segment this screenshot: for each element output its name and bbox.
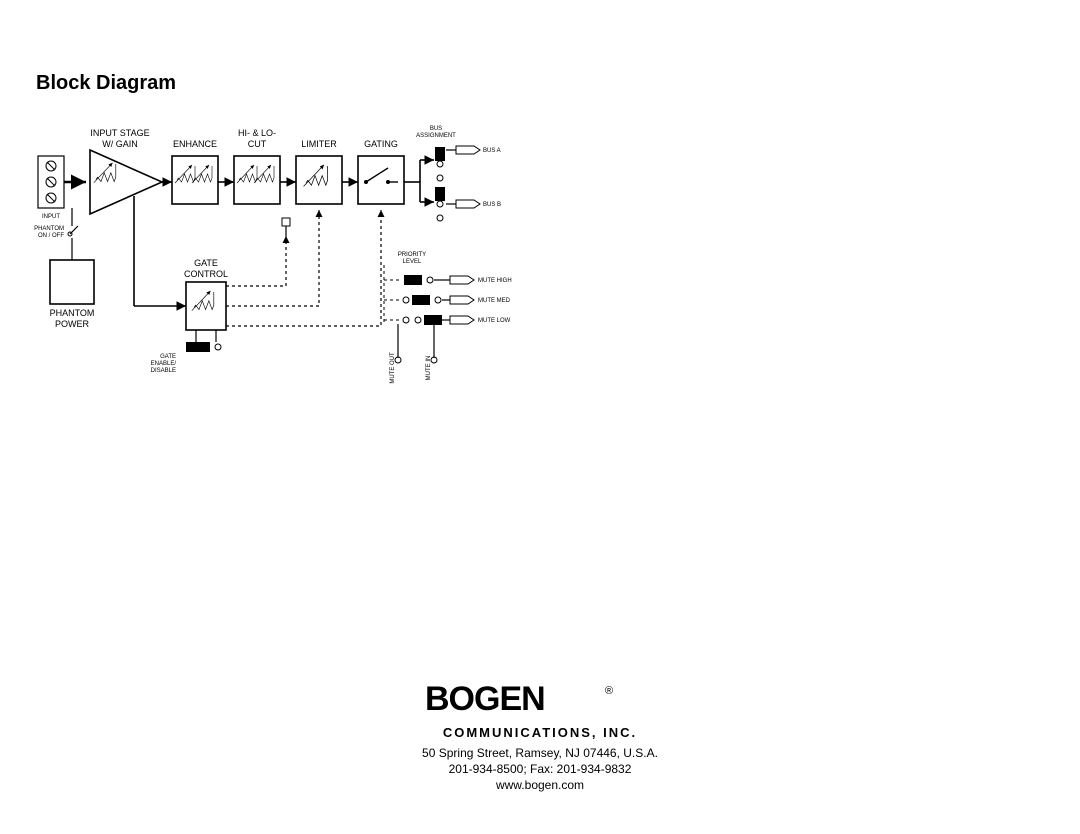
enhance-block: ENHANCE [172,139,218,204]
bus-assignment: BUS ASSIGNMENT BUS A BUS B [404,126,501,221]
block-diagram: INPUT INPUT STAGE W/ GAIN ENHANCE HI- & … [36,110,596,410]
footer-address: 50 Spring Street, Ramsey, NJ 07446, U.S.… [0,746,1080,760]
footer-phone: 201-934-8500; Fax: 201-934-9832 [0,762,1080,776]
svg-text:ENHANCE: ENHANCE [173,139,217,149]
bogen-logo: BOGEN ® [425,680,655,721]
footer-website: www.bogen.com [0,778,1080,792]
svg-text:W/ GAIN: W/ GAIN [102,139,138,149]
svg-text:MUTE HIGH: MUTE HIGH [478,278,512,284]
logo-reg: ® [605,685,613,697]
priority-mute-section: PRIORITY LEVEL MUTE HIGH MUTE MED MUTE L… [384,252,822,384]
hilo-cut-block: HI- & LO- CUT [234,128,280,204]
gating-block: GATING [358,139,404,204]
svg-text:GATE: GATE [194,258,218,268]
svg-text:MUTE IN: MUTE IN [426,356,432,381]
svg-text:ON / OFF: ON / OFF [38,233,64,239]
limiter-block: LIMITER [296,139,342,204]
gate-control-block: GATE CONTROL [184,258,228,330]
svg-text:MUTE OUT: MUTE OUT [390,352,396,384]
footer-subline: COMMUNICATIONS, INC. [0,725,1080,740]
svg-text:MUTE MED: MUTE MED [478,298,511,304]
gate-control-dashed [226,210,381,326]
svg-text:MUTE LOW: MUTE LOW [478,318,511,324]
svg-text:PRIORITY: PRIORITY [398,252,426,258]
svg-text:BUS B: BUS B [483,202,501,208]
svg-text:PHANTOM: PHANTOM [50,308,95,318]
input-connector: INPUT [38,156,64,220]
input-label: INPUT [42,214,60,220]
input-stage-block: INPUT STAGE W/ GAIN [90,128,162,214]
svg-text:DISABLE: DISABLE [151,368,176,374]
svg-text:PHANTOM: PHANTOM [34,226,64,232]
svg-text:INPUT STAGE: INPUT STAGE [90,128,149,138]
logo-text: BOGEN [425,680,545,716]
svg-text:GATE: GATE [160,354,176,360]
svg-text:LEVEL: LEVEL [403,259,422,265]
phantom-power-block: PHANTOM POWER [50,260,95,329]
svg-text:BUS A: BUS A [483,148,501,154]
svg-text:GATING: GATING [364,139,398,149]
svg-text:POWER: POWER [55,319,90,329]
gate-enable-jumper: GATE ENABLE/ DISABLE [151,330,221,374]
svg-text:BUS: BUS [430,126,442,132]
svg-text:CONTROL: CONTROL [184,269,228,279]
svg-text:LIMITER: LIMITER [301,139,337,149]
footer: BOGEN ® COMMUNICATIONS, INC. 50 Spring S… [0,680,1080,794]
svg-text:HI- & LO-: HI- & LO- [238,128,276,138]
svg-text:CUT: CUT [248,139,267,149]
svg-text:ASSIGNMENT: ASSIGNMENT [416,133,456,139]
svg-text:ENABLE/: ENABLE/ [151,361,177,367]
page-title: Block Diagram [36,72,176,95]
